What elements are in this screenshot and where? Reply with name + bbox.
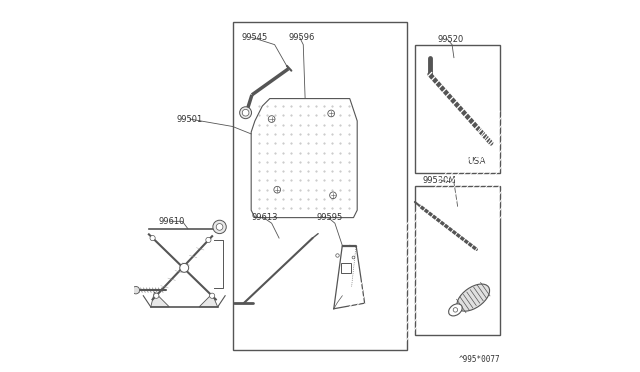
Polygon shape bbox=[199, 294, 218, 307]
Polygon shape bbox=[251, 99, 357, 218]
Ellipse shape bbox=[449, 304, 462, 316]
Text: 99501: 99501 bbox=[177, 115, 203, 124]
Circle shape bbox=[132, 286, 140, 294]
Text: ^995*0077: ^995*0077 bbox=[459, 355, 500, 364]
Text: 99610: 99610 bbox=[158, 217, 184, 226]
Circle shape bbox=[328, 110, 335, 117]
Circle shape bbox=[274, 186, 280, 193]
Text: 99545: 99545 bbox=[242, 33, 268, 42]
Bar bbox=[232, 22, 408, 350]
Circle shape bbox=[154, 293, 159, 298]
Text: 99530M: 99530M bbox=[422, 176, 456, 185]
Circle shape bbox=[216, 224, 223, 230]
Circle shape bbox=[243, 109, 249, 116]
Polygon shape bbox=[151, 292, 170, 307]
Text: 99613: 99613 bbox=[251, 213, 278, 222]
Circle shape bbox=[150, 235, 156, 241]
Circle shape bbox=[213, 220, 227, 234]
Text: 99520: 99520 bbox=[437, 35, 463, 44]
Text: USA: USA bbox=[467, 157, 486, 166]
Circle shape bbox=[268, 116, 275, 122]
Circle shape bbox=[180, 263, 189, 272]
Circle shape bbox=[206, 237, 211, 243]
Bar bbox=[415, 186, 500, 335]
Bar bbox=[341, 263, 351, 273]
Text: 99595: 99595 bbox=[316, 213, 342, 222]
Bar bbox=[415, 45, 500, 173]
Ellipse shape bbox=[457, 284, 490, 311]
Circle shape bbox=[330, 192, 337, 199]
Circle shape bbox=[453, 308, 458, 312]
Circle shape bbox=[239, 107, 252, 119]
Text: 99596: 99596 bbox=[289, 33, 315, 42]
Circle shape bbox=[209, 293, 215, 298]
